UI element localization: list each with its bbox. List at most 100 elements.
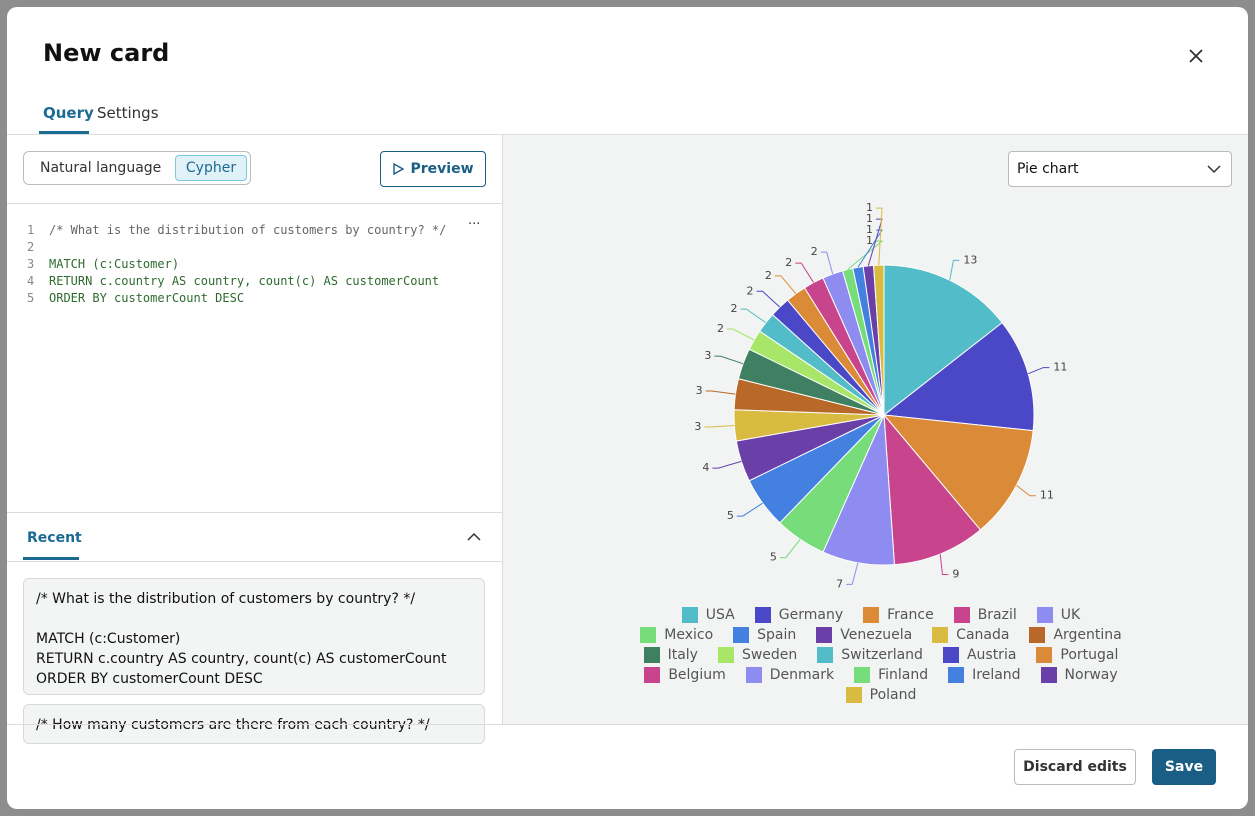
- tab[interactable]: Query: [43, 104, 94, 122]
- code-line: 2: [27, 240, 487, 257]
- data-label: 1: [866, 201, 873, 214]
- legend-swatch: [1036, 607, 1053, 623]
- legend-item: Mexico: [640, 625, 713, 645]
- mode-toggle: Natural language Cypher: [23, 151, 251, 185]
- legend-item: Finland: [854, 665, 928, 685]
- data-label: 2: [717, 322, 724, 335]
- code-line: 1 /* What is the distribution of customer…: [27, 223, 487, 240]
- data-label: 1: [866, 234, 873, 247]
- divider: [7, 512, 502, 513]
- leader-line: [736, 502, 763, 517]
- legend-label: USA: [705, 607, 735, 623]
- preview-button[interactable]: Preview: [380, 151, 486, 187]
- toggle-option[interactable]: Cypher: [175, 155, 247, 181]
- legend-label: Ireland: [972, 667, 1021, 683]
- legend-swatch: [745, 667, 762, 683]
- data-label: 1: [866, 223, 873, 236]
- legend-label: Argentina: [1053, 627, 1122, 643]
- legend-item: Sweden: [717, 645, 797, 665]
- legend-label: Finland: [878, 667, 929, 683]
- legend-row: Belgium Denmark Finland Ireland Norway: [503, 665, 1248, 685]
- legend-label: UK: [1060, 607, 1081, 623]
- legend-swatch: [644, 667, 661, 683]
- code-text: MATCH (c:Customer): [49, 257, 180, 271]
- legend-label: Denmark: [769, 667, 835, 683]
- chart-type-select[interactable]: Pie chart: [1008, 151, 1232, 187]
- legend-swatch: [640, 627, 657, 643]
- legend-row: Mexico Spain Venezuela Canada Argentina: [503, 625, 1248, 645]
- preview-panel: Pie chart 13 11 11 9 7 5 5 4 3 3 3 2 2 2 2 2 2 1 1 1 1 USA Ge…: [502, 135, 1248, 724]
- legend-label: Portugal: [1060, 647, 1119, 663]
- legend-label: Brazil: [977, 607, 1017, 623]
- data-label: 7: [836, 577, 843, 590]
- data-label: 11: [1040, 489, 1054, 502]
- legend-swatch: [863, 607, 880, 623]
- legend-label: Mexico: [664, 627, 714, 643]
- leader-line: [857, 229, 883, 268]
- code-text: /* What is the distribution of customers…: [49, 223, 447, 237]
- legend-swatch: [845, 687, 862, 703]
- leader-line: [847, 240, 884, 270]
- legend-item: France: [863, 605, 934, 625]
- legend-label: Venezuela: [840, 627, 913, 643]
- section-indicator: [23, 557, 79, 560]
- data-label: 13: [963, 253, 977, 266]
- leader-line: [795, 262, 815, 283]
- tab[interactable]: Settings: [97, 104, 159, 122]
- legend-item: Brazil: [953, 605, 1017, 625]
- query-line: RETURN c.country AS country, count(c) AS…: [36, 651, 447, 667]
- data-label: 4: [702, 461, 709, 474]
- code-editor[interactable]: 1 /* What is the distribution of customer…: [27, 223, 487, 308]
- legend-swatch: [754, 607, 771, 623]
- data-label: 1: [866, 212, 873, 225]
- toggle-option[interactable]: Natural language: [40, 160, 162, 176]
- legend-swatch: [681, 607, 698, 623]
- query-comment: /* What is the distribution of customers…: [36, 591, 416, 607]
- leader-line: [867, 218, 883, 266]
- leader-line: [704, 424, 735, 428]
- legend-label: Norway: [1064, 667, 1118, 683]
- section-title: Recent: [27, 530, 82, 546]
- data-label: 2: [765, 269, 772, 282]
- line-number: 4: [27, 274, 35, 288]
- data-label: 5: [727, 509, 734, 522]
- data-label: 11: [1053, 361, 1067, 374]
- data-label: 2: [730, 302, 737, 315]
- close-button[interactable]: [1189, 49, 1203, 63]
- legend-label: France: [887, 607, 934, 623]
- recent-query[interactable]: /* What is the distribution of customers…: [23, 578, 485, 695]
- leader-line: [846, 562, 859, 585]
- save-button[interactable]: Save: [1152, 749, 1216, 785]
- discard-button[interactable]: Discard edits: [1014, 749, 1136, 785]
- legend-item: Belgium: [644, 665, 726, 685]
- modal-title: New card: [43, 39, 170, 67]
- legend-item: Germany: [754, 605, 843, 625]
- leader-line: [1028, 367, 1050, 375]
- line-number: 3: [27, 257, 35, 271]
- legend-item: Argentina: [1029, 625, 1122, 645]
- legend-swatch: [1040, 667, 1057, 683]
- collapse-button[interactable]: [467, 532, 481, 542]
- legend-label: Canada: [956, 627, 1010, 643]
- divider: [7, 561, 502, 562]
- legend-row: USA Germany France Brazil UK: [503, 605, 1248, 625]
- button-label: Preview: [410, 161, 474, 177]
- line-number: 5: [27, 291, 35, 305]
- leader-line: [939, 554, 949, 575]
- legend-swatch: [733, 627, 750, 643]
- legend-swatch: [1029, 627, 1046, 643]
- legend-swatch: [717, 647, 734, 663]
- legend-label: Italy: [667, 647, 698, 663]
- leader-line: [714, 355, 744, 365]
- legend-item: Spain: [733, 625, 796, 645]
- legend-item: UK: [1036, 605, 1081, 625]
- tab-indicator: [39, 131, 89, 134]
- code-line: 3 MATCH (c:Customer): [27, 257, 487, 274]
- chevron: [1207, 165, 1221, 174]
- legend-item: Canada: [932, 625, 1009, 645]
- more-button[interactable]: ···: [468, 217, 481, 232]
- data-label: 3: [694, 420, 701, 433]
- line-number: 1: [27, 223, 35, 237]
- legend-label: Poland: [869, 687, 917, 703]
